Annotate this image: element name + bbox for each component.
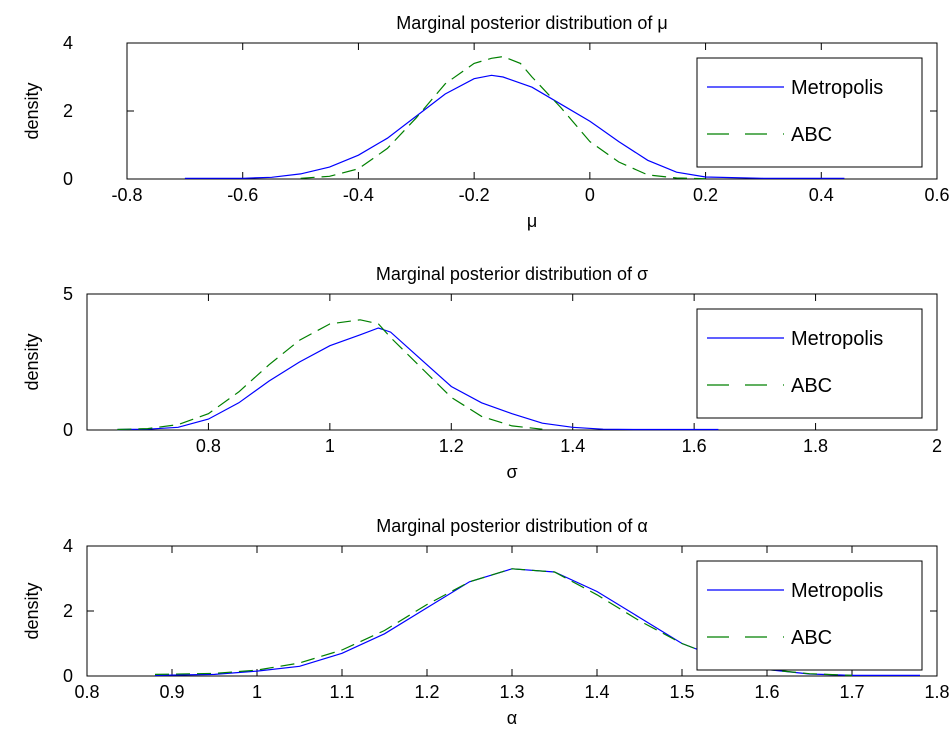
x-tick-label: 1.4 [560,436,585,456]
legend-label: Metropolis [791,580,883,602]
x-tick-label: 1.4 [584,682,609,702]
x-tick-label: 0.8 [74,682,99,702]
chart-panel-3: Marginal posterior distribution of α0.8 0… [22,516,950,728]
legend: Metropolis ABC [696,560,923,671]
chart-title: Marginal posterior distribution of μ [396,13,668,33]
x-tick-label: 1 [252,682,262,702]
x-tick-label: 2 [932,436,942,456]
legend-label: ABC [791,124,832,146]
y-tick-label: 4 [63,33,73,53]
legend: Metropolis ABC [696,308,923,419]
chart-panel-2: Marginal posterior distribution of σ 0.8 1… [22,264,942,482]
y-tick-label: 0 [63,666,73,686]
chart-panel-1: Marginal posterior distribution of μ -0.8… [22,13,950,231]
x-tick-label: 0 [585,185,595,205]
y-axis-label: density [22,333,42,390]
series-line-metropolis [184,74,845,179]
x-tick-label: 0.6 [924,185,949,205]
x-tick-label: 1.8 [803,436,828,456]
x-tick-label: 1.7 [839,682,864,702]
y-tick-label: 2 [63,101,73,121]
x-tick-label: -0.8 [111,185,142,205]
y-axis-label: density [22,82,42,139]
legend-box [696,560,923,671]
x-tick-label: 1.3 [499,682,524,702]
legend-label: Metropolis [791,77,883,99]
x-tick-label: 1.6 [754,682,779,702]
series-line-abc [154,568,853,676]
chart-title: Marginal posterior distribution of α [376,516,648,536]
x-axis-label: μ [527,211,537,231]
x-tick-label: 1 [325,436,335,456]
legend-box [696,308,923,419]
legend-label: Metropolis [791,328,883,350]
series-line-abc [117,319,543,431]
x-axis-label: σ [506,462,517,482]
legend: Metropolis ABC [696,57,923,168]
y-tick-label: 5 [63,284,73,304]
y-tick-label: 2 [63,601,73,621]
y-tick-label: 0 [63,169,73,189]
legend-box [696,57,923,168]
x-tick-label: -0.2 [459,185,490,205]
x-tick-label: 1.1 [329,682,354,702]
x-tick-label: -0.4 [343,185,374,205]
x-tick-label: 1.5 [669,682,694,702]
x-tick-label: 1.2 [414,682,439,702]
x-tick-label: 0.8 [196,436,221,456]
x-tick-label: 0.4 [809,185,834,205]
x-tick-label: 1.2 [439,436,464,456]
legend-label: ABC [791,627,832,649]
x-axis-label: α [507,708,517,728]
x-tick-label: 0.9 [159,682,184,702]
x-tick-label: 1.8 [924,682,949,702]
y-axis-label: density [22,582,42,639]
x-tick-label: 1.6 [682,436,707,456]
x-tick-label: 0.2 [693,185,718,205]
y-tick-label: 0 [63,420,73,440]
legend-label: ABC [791,375,832,397]
chart-title: Marginal posterior distribution of σ [376,264,648,284]
x-tick-label: -0.6 [227,185,258,205]
y-tick-label: 4 [63,536,73,556]
